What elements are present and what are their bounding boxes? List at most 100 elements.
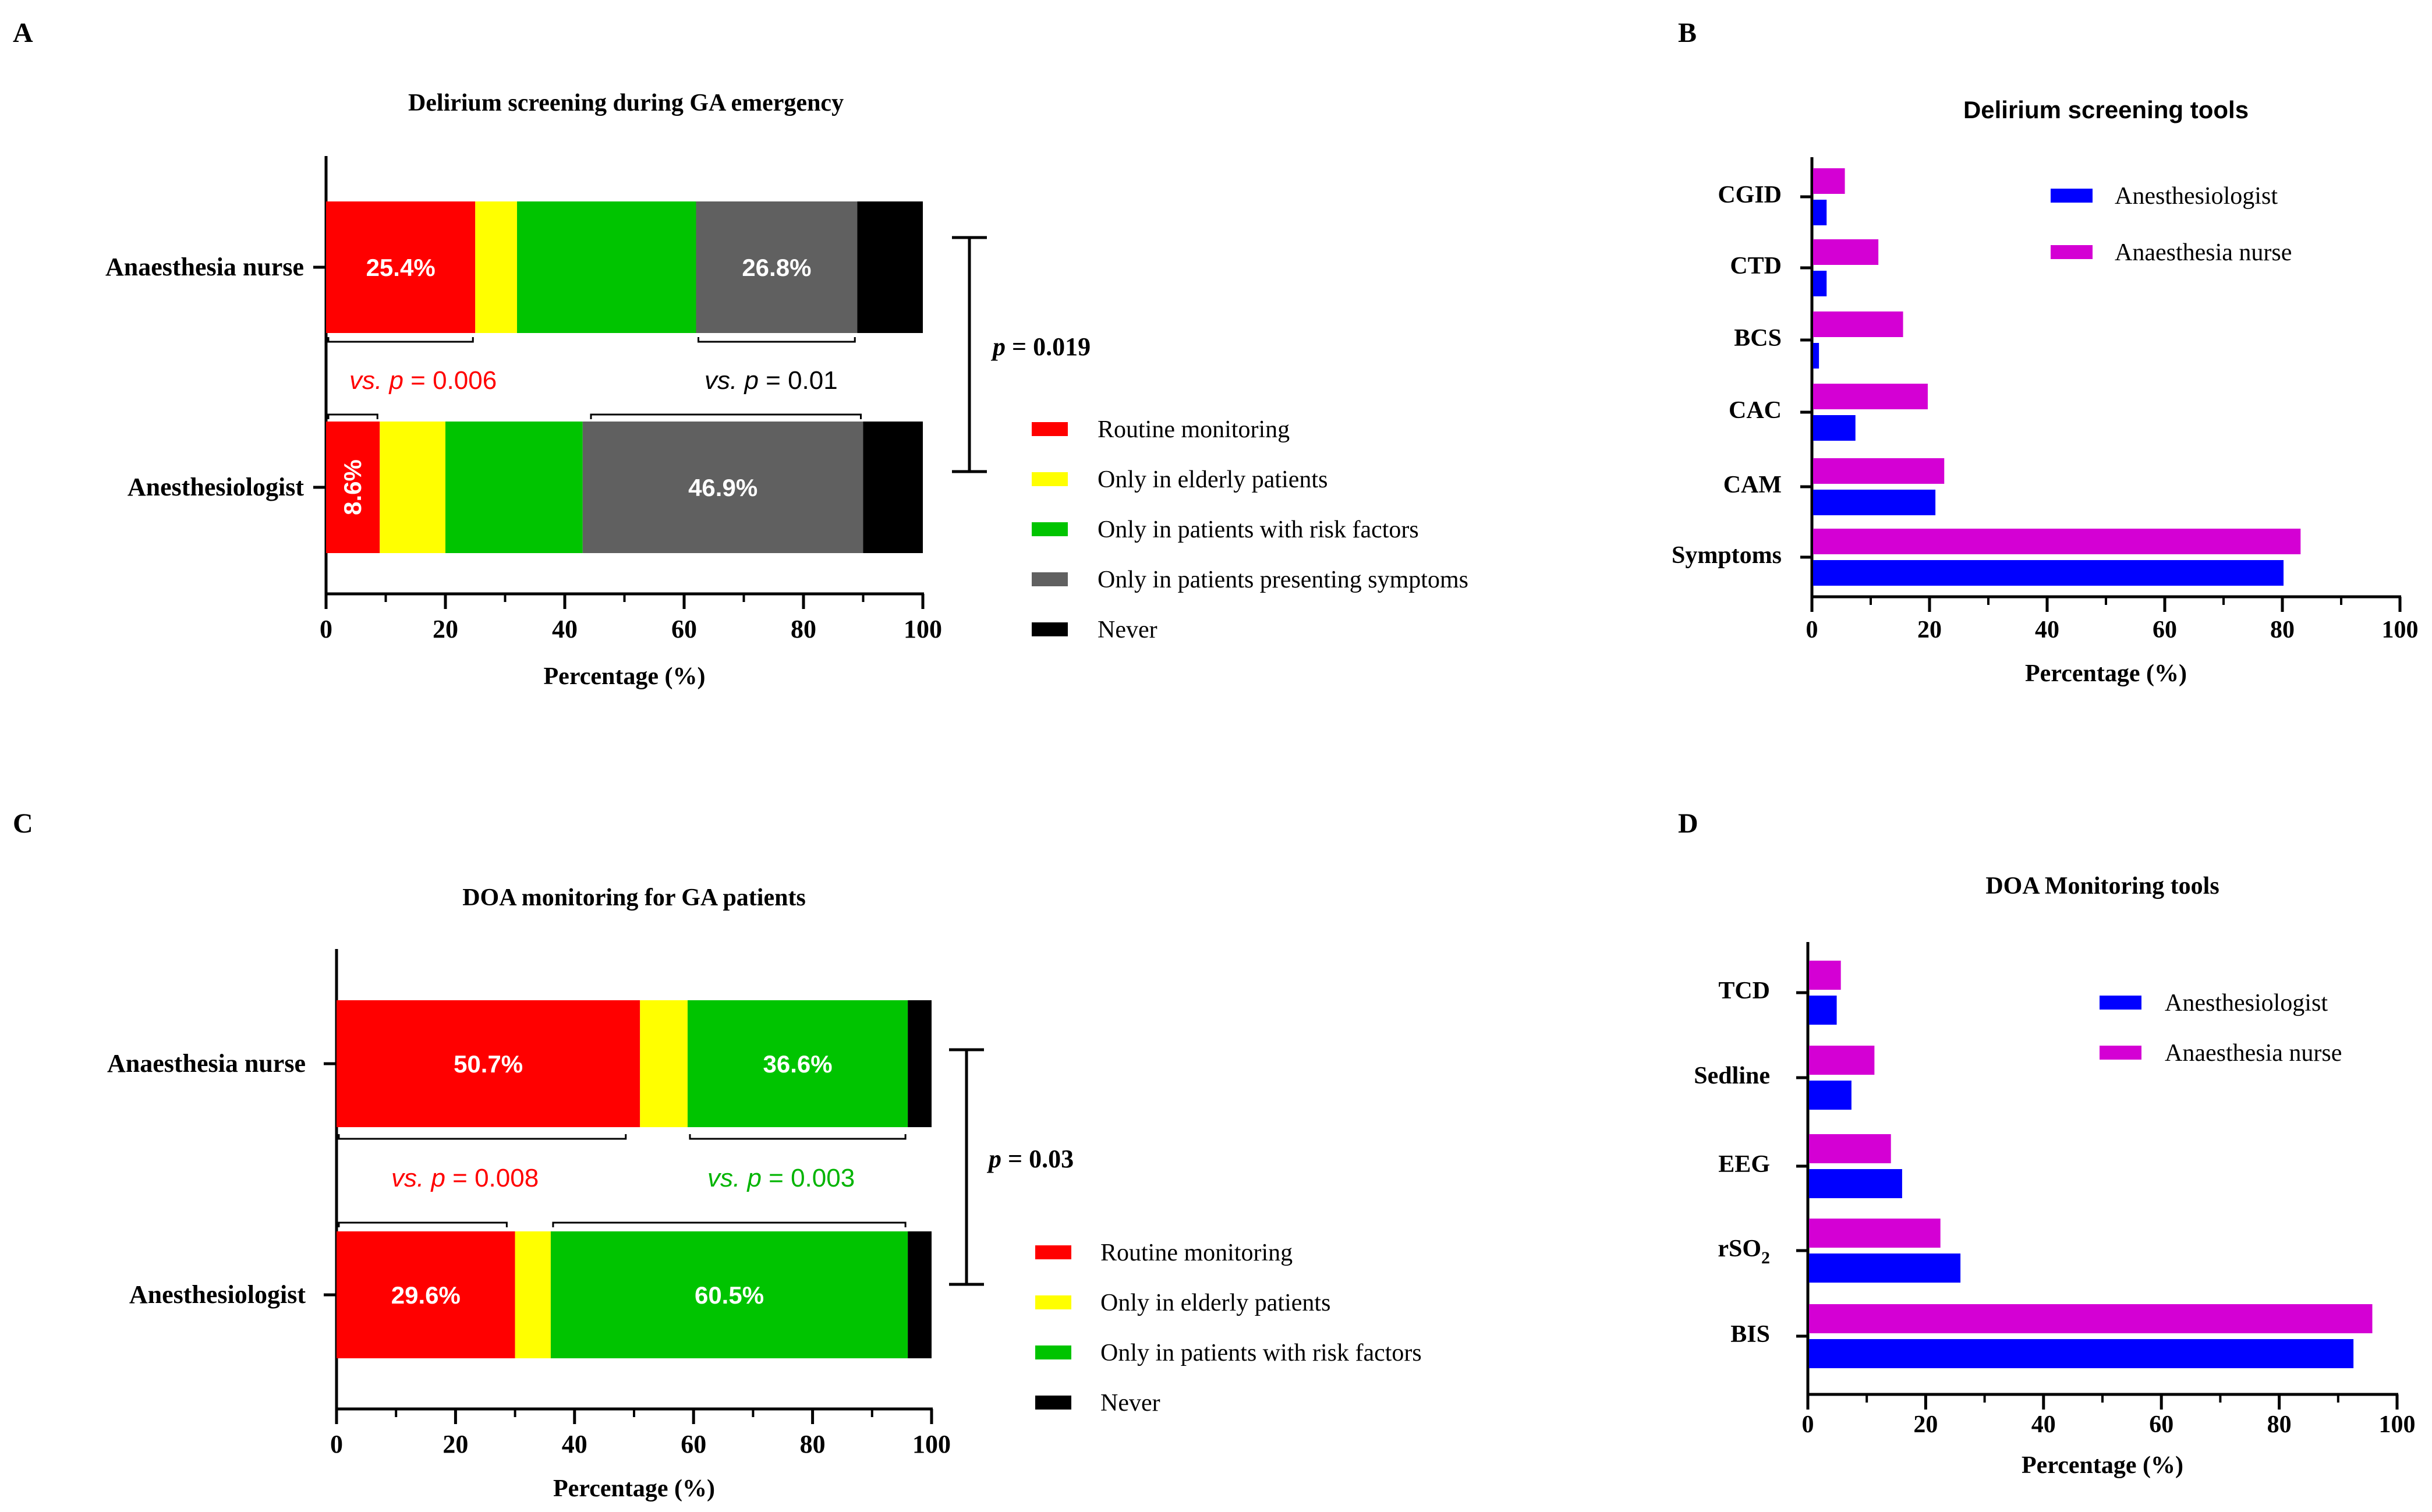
- overall-pvalue-C: p = 0.03: [986, 1145, 1074, 1173]
- legend-swatch-A: [1032, 622, 1068, 636]
- bar-D: [1809, 1134, 1891, 1163]
- bar-segment-C: [550, 1231, 908, 1358]
- x-tick-label-C: 60: [681, 1430, 706, 1458]
- x-tick-label-C: 0: [330, 1430, 343, 1458]
- legend-label-B: Anesthesiologist: [2115, 183, 2278, 210]
- x-axis-label-A: Percentage (%): [544, 663, 706, 690]
- legend-label-C: Only in patients with risk factors: [1100, 1340, 1422, 1366]
- legend-swatch-A: [1032, 422, 1068, 436]
- comparison-pvalue-C: vs. p = 0.008: [391, 1164, 539, 1192]
- chart-title-D: DOA Monitoring tools: [1985, 873, 2219, 900]
- overall-bracket-C: [949, 1048, 984, 1286]
- category-label-A: Anesthesiologist: [128, 473, 304, 501]
- category-label-D: rSO2: [1718, 1235, 1770, 1267]
- data-label-A: 8.6%: [339, 459, 366, 515]
- data-label-C: 60.5%: [695, 1281, 764, 1309]
- legend-label-C: Only in elderly patients: [1100, 1290, 1330, 1316]
- x-tick-label-B: 80: [2270, 617, 2295, 643]
- data-label-C: 50.7%: [454, 1050, 523, 1078]
- bar-segment-A: [696, 201, 858, 333]
- legend-swatch-C: [1035, 1396, 1071, 1410]
- overall-pvalue-A: p = 0.019: [990, 332, 1091, 361]
- comparison-pvalue-C: vs. p = 0.003: [707, 1164, 855, 1192]
- comparison-bracket-C: [338, 1134, 627, 1140]
- panel-letter-D: D: [1678, 808, 1698, 839]
- legend-swatch-C: [1035, 1295, 1071, 1309]
- comparison-pvalue-A: vs. p = 0.01: [705, 366, 838, 395]
- category-label-B: BCS: [1734, 325, 1782, 352]
- bar-segment-A: [380, 422, 445, 553]
- x-tick-label-A: 100: [904, 615, 942, 643]
- bar-D: [1809, 1304, 2373, 1333]
- legend-label-D: Anaesthesia nurse: [2165, 1040, 2342, 1067]
- legend-label-C: Routine monitoring: [1100, 1240, 1293, 1266]
- bar-B: [1813, 343, 1819, 369]
- bar-segment-A: [326, 201, 476, 333]
- bar-segment-C: [515, 1231, 551, 1358]
- bar-segment-A: [517, 201, 696, 333]
- x-tick-label-A: 20: [433, 615, 458, 643]
- legend-label-B: Anaesthesia nurse: [2115, 239, 2292, 266]
- comparison-bracket-A: [590, 413, 862, 419]
- x-tick-label-B: 0: [1806, 617, 1818, 643]
- x-tick-label-D: 20: [1913, 1411, 1938, 1438]
- legend-swatch-A: [1032, 522, 1068, 536]
- x-tick-label-B: 100: [2382, 617, 2419, 643]
- bar-D: [1809, 1046, 1875, 1075]
- panel-letter-A: A: [13, 17, 33, 48]
- panel-letter-B: B: [1678, 17, 1697, 48]
- category-label-B: Symptoms: [1672, 542, 1782, 569]
- bar-B: [1813, 200, 1827, 225]
- data-label-C: 36.6%: [763, 1050, 833, 1078]
- category-label-B: CTD: [1730, 253, 1782, 279]
- data-label-A: 46.9%: [688, 474, 757, 501]
- panel-B: B Delirium screening tools 0 20 40 60 80 100 Per…: [1672, 17, 2419, 687]
- comparison-bracket-A: [327, 413, 378, 419]
- x-tick-label-D: 100: [2379, 1411, 2416, 1438]
- bar-B: [1813, 458, 1945, 484]
- comparison-bracket-C: [338, 1221, 508, 1227]
- data-label-C: 29.6%: [391, 1281, 461, 1309]
- category-label-B: CAM: [1723, 472, 1782, 498]
- bar-segment-A: [582, 422, 863, 553]
- bar-B: [1813, 490, 1936, 515]
- x-tick-label-D: 60: [2149, 1411, 2173, 1438]
- legend-swatch-D: [2100, 996, 2141, 1010]
- bar-segment-C: [337, 1000, 640, 1127]
- legend-label-A: Routine monitoring: [1098, 416, 1290, 443]
- legend-label-D: Anesthesiologist: [2165, 990, 2328, 1017]
- bar-segment-C: [640, 1000, 688, 1127]
- x-tick-label-B: 20: [1917, 617, 1942, 643]
- data-label-A: 25.4%: [366, 254, 436, 281]
- bar-segment-A: [326, 422, 380, 553]
- x-tick-label-B: 40: [2035, 617, 2059, 643]
- x-tick-label-A: 80: [791, 615, 816, 643]
- bar-D: [1809, 961, 1841, 990]
- legend-swatch-B: [2051, 189, 2093, 203]
- category-label-D: EEG: [1718, 1151, 1770, 1178]
- x-tick-label-C: 100: [912, 1430, 951, 1458]
- bar-segment-C: [908, 1000, 932, 1127]
- bar-segment-A: [445, 422, 583, 553]
- legend-swatch-C: [1035, 1245, 1071, 1259]
- comparison-bracket-A: [698, 337, 856, 343]
- x-tick-label-A: 0: [320, 615, 332, 643]
- x-axis-label-C: Percentage (%): [553, 1475, 715, 1502]
- panel-letter-C: C: [13, 808, 33, 839]
- category-label-B: CAC: [1729, 397, 1782, 424]
- bar-D: [1809, 1253, 1961, 1283]
- x-tick-label-C: 20: [442, 1430, 468, 1458]
- bar-B: [1813, 168, 1845, 194]
- x-axis-label-D: Percentage (%): [2022, 1452, 2183, 1479]
- legend-swatch-C: [1035, 1345, 1071, 1359]
- legend-label-A: Never: [1098, 617, 1157, 643]
- bar-B: [1813, 560, 2284, 586]
- comparison-bracket-A: [327, 337, 474, 343]
- legend-swatch-D: [2100, 1046, 2141, 1060]
- panel-C: C DOA monitoring for GA patients 0 20 40 60 80…: [13, 808, 1422, 1502]
- x-tick-label-D: 0: [1802, 1411, 1814, 1438]
- x-tick-label-C: 80: [800, 1430, 826, 1458]
- bar-B: [1813, 271, 1827, 296]
- panel-D: D DOA Monitoring tools 0 20 40 60 80 100 Percent…: [1678, 808, 2416, 1479]
